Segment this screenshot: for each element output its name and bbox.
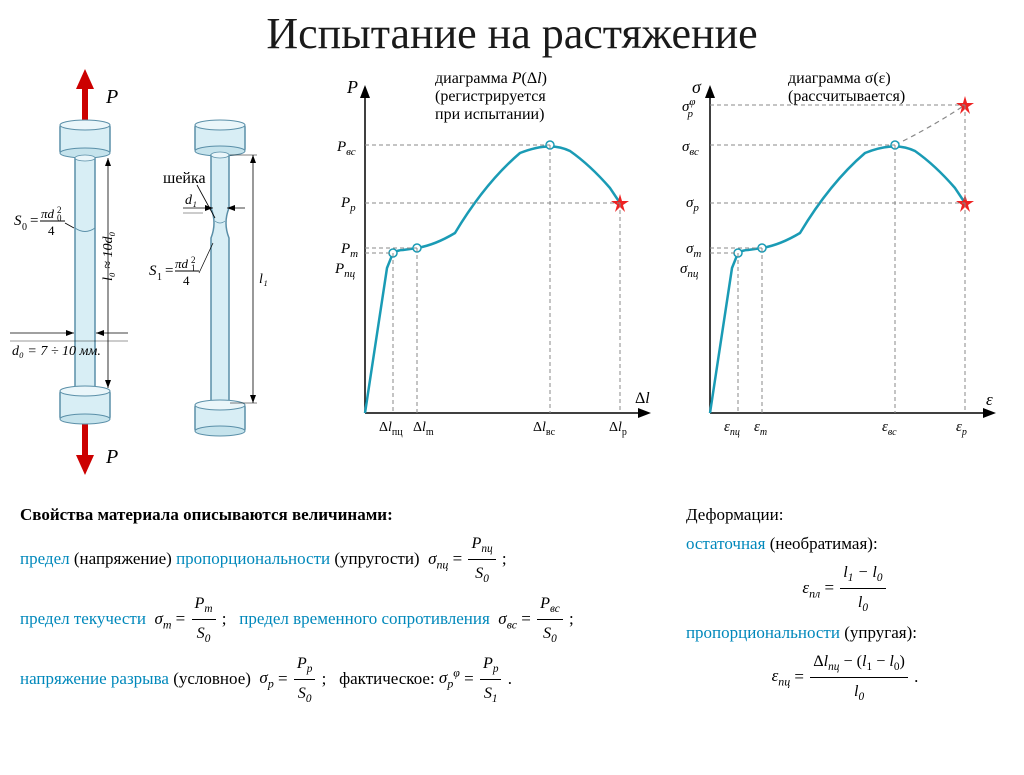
formulas-row: Свойства материала описываются величинам… [0,493,1024,710]
chart1-svg: диаграмма P(Δl) (регистрируется при испы… [310,63,660,483]
svg-text:Δl: Δl [635,390,650,407]
label: напряжение разрыва [20,668,169,687]
svg-text:πd: πd [41,206,55,221]
specimen-column: P P S 0 = πd 2 0 4 [10,63,310,493]
svg-text:σ: σ [692,77,702,97]
label: остаточная [686,534,766,553]
svg-text:Pвс: Pвс [336,139,356,158]
svg-text:πd: πd [175,256,189,271]
svg-text:0: 0 [57,213,62,223]
svg-text:εпц: εпц [724,419,740,438]
svg-text:σпц: σпц [680,261,699,280]
label: предел временного сопротивления [239,609,490,628]
svg-text:при испытании): при испытании) [435,106,544,123]
svg-text:l₀ ≈ 10d₀: l₀ ≈ 10d₀ [101,232,116,281]
svg-text:S: S [14,213,22,229]
specimen-svg: P P S 0 = πd 2 0 4 [10,63,310,483]
svg-text:(регистрируется: (регистрируется [435,88,546,105]
prop-limit-line: предел (напряжение) пропорциональности (… [20,530,686,590]
svg-text:σm: σm [686,241,701,260]
svg-text:Δlm: Δlm [413,420,434,438]
svg-text:εp: εp [956,419,967,438]
svg-text:σp: σp [686,195,699,214]
neck-label: шейка [163,170,206,187]
svg-text:l₁: l₁ [259,272,268,287]
svg-text:4: 4 [183,273,190,288]
rupture-line: напряжение разрыва (условное) σp = PpS0 … [20,650,686,710]
svg-text:(рассчитывается): (рассчитывается) [788,88,905,105]
elastic-line: пропорциональности (упругая): [686,619,1004,648]
svg-text:Δlp: Δlp [609,420,627,438]
label: фактическое: [339,668,435,687]
p-bot-label: P [105,446,118,468]
chart1-column: диаграмма P(Δl) (регистрируется при испы… [310,63,660,493]
svg-text:1: 1 [157,272,162,283]
svg-text:d₀ = 7 ÷ 10 мм.: d₀ = 7 ÷ 10 мм. [12,344,101,359]
residual-line: остаточная (необратимая): [686,530,1004,559]
svg-text:εm: εm [754,419,767,438]
label: предел [20,549,70,568]
svg-text:εвс: εвс [882,419,897,438]
chart2-column: диаграмма σ(ε) (рассчитывается) σ ε [660,63,1000,493]
svg-text:σφp: σφp [682,96,696,120]
formulas-left: Свойства материала описываются величинам… [20,501,686,710]
svg-text:d₁: d₁ [185,193,197,208]
page-title: Испытание на растяжение [0,8,1024,59]
label: (упругости) [334,549,419,568]
diagrams-row: P P S 0 = πd 2 0 4 [0,63,1024,493]
svg-text:ε: ε [986,390,993,409]
svg-text:1: 1 [191,263,196,273]
formulas-heading: Свойства материала описываются величинам… [20,501,686,530]
label: пропорциональности [176,549,330,568]
svg-text:диаграмма P(Δl): диаграмма P(Δl) [435,70,547,87]
svg-text:Pp: Pp [340,195,356,214]
svg-text:Pm: Pm [340,241,358,260]
svg-text:S: S [149,263,157,279]
p-top-label: P [105,86,118,108]
label: (напряжение) [74,549,172,568]
svg-text:P: P [346,77,358,97]
deform-heading: Деформации: [686,501,1004,530]
label: (условное) [173,668,251,687]
label: предел текучести [20,609,146,628]
yield-line: предел текучести σm = PmS0 ; предел врем… [20,590,686,650]
chart2-svg: диаграмма σ(ε) (рассчитывается) σ ε [660,63,1000,483]
svg-text:0: 0 [22,222,27,233]
label: пропорциональности [686,623,840,642]
svg-text:=: = [30,213,38,229]
svg-text:Pпц: Pпц [334,261,356,280]
formulas-right: Деформации: остаточная (необратимая): εп… [686,501,1004,710]
svg-text:Δlпц: Δlпц [379,420,403,438]
svg-text:σвс: σвс [682,139,699,158]
label: (упругая): [844,623,917,642]
svg-text:4: 4 [48,223,55,238]
svg-text:=: = [165,263,173,279]
label: (необратимая): [770,534,878,553]
svg-text:Δlвс: Δlвс [533,420,556,438]
svg-text:диаграмма σ(ε): диаграмма σ(ε) [788,70,891,87]
